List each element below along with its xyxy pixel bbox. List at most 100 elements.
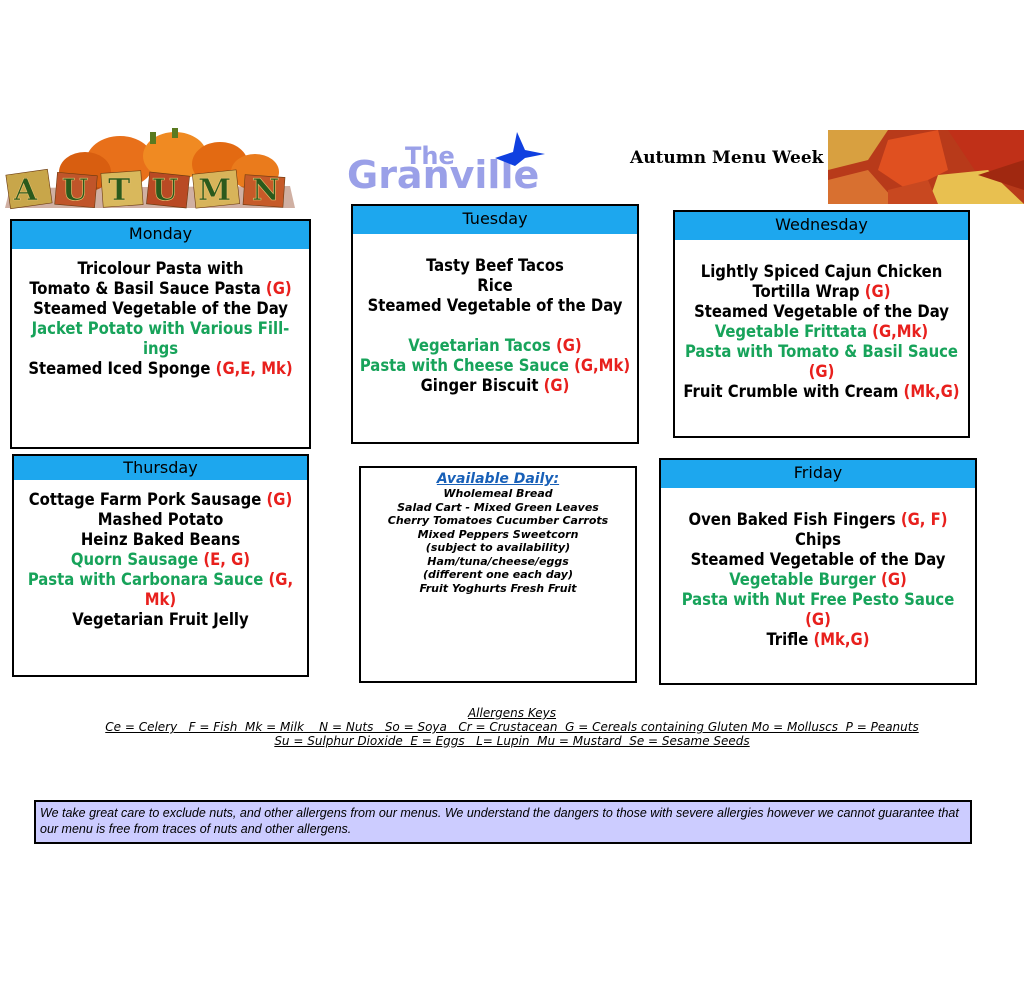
menu-item: Steamed Iced Sponge (G,E, Mk) — [18, 359, 303, 379]
allergens-title: Allergens Keys — [467, 706, 557, 720]
allergens-line-2: Su = Sulphur Dioxide E = Eggs L= Lupin M… — [274, 734, 750, 748]
menu-item: Tasty Beef Tacos — [359, 256, 631, 276]
menu-item: ings — [18, 339, 303, 359]
friday-menu: Oven Baked Fish Fingers (G, F) Chips Steam… — [661, 488, 975, 650]
menu-item-text: Steamed Iced Sponge — [28, 359, 211, 378]
tuesday-card: Tuesday Tasty Beef Tacos Rice Steamed Vege… — [351, 204, 639, 444]
menu-item: Fruit Crumble with Cream (Mk,G) — [681, 382, 962, 402]
allergen-code: (G) — [543, 376, 570, 395]
menu-item: Lightly Spiced Cajun Chicken — [681, 262, 962, 282]
allergen-code: Mk) — [144, 590, 177, 609]
svg-text:T: T — [108, 173, 131, 208]
menu-item: Cottage Farm Pork Sausage (G) — [20, 490, 301, 510]
menu-item-text: Pasta with Tomato & Basil Sauce — [684, 342, 959, 361]
menu-item-text: Trifle — [766, 630, 809, 649]
daily-item: Cherry Tomatoes Cucumber Carrots — [387, 514, 609, 527]
autumn-leaves-image — [828, 130, 1024, 204]
allergen-code: (G) — [265, 279, 292, 298]
menu-title: Autumn Menu Week 2 — [630, 148, 842, 168]
menu-item: Heinz Baked Beans — [20, 530, 301, 550]
svg-text:The: The — [405, 142, 455, 170]
menu-item: Vegetable Burger (G) — [667, 570, 969, 590]
svg-text:N: N — [252, 173, 279, 208]
monday-card: Monday Tricolour Pasta with Tomato & Basi… — [10, 219, 311, 449]
menu-item-text: Vegetarian Fruit Jelly — [72, 610, 249, 629]
menu-item-text: Steamed Vegetable of the Day — [690, 550, 946, 569]
menu-item: Vegetarian Tacos (G) — [359, 336, 631, 356]
menu-item-text: Steamed Vegetable of the Day — [367, 296, 623, 315]
allergen-code: (G) — [864, 282, 891, 301]
menu-item-text: Jacket Potato with Various Fill- — [31, 319, 290, 338]
thursday-header: Thursday — [14, 456, 307, 480]
menu-item: Pasta with Nut Free Pesto Sauce — [667, 590, 969, 610]
menu-item-text: Vegetable Frittata — [714, 322, 867, 341]
tuesday-menu: Tasty Beef Tacos Rice Steamed Vegetable of… — [353, 234, 637, 396]
friday-header: Friday — [661, 460, 975, 488]
menu-item: Steamed Vegetable of the Day — [681, 302, 962, 322]
allergens-line-1: Ce = Celery F = Fish Mk = Milk N = Nuts … — [105, 720, 919, 734]
menu-item-text: Tricolour Pasta with — [77, 259, 244, 278]
menu-item-text: Heinz Baked Beans — [80, 530, 241, 549]
menu-item-text: Mashed Potato — [97, 510, 224, 529]
wednesday-card: Wednesday Lightly Spiced Cajun Chicken To… — [673, 210, 970, 438]
menu-item: Rice — [359, 276, 631, 296]
menu-item-text: Lightly Spiced Cajun Chicken — [700, 262, 943, 281]
menu-item-text: Tortilla Wrap — [752, 282, 860, 301]
menu-item-text: Oven Baked Fish Fingers — [688, 510, 896, 529]
menu-item: Steamed Vegetable of the Day — [18, 299, 303, 319]
menu-item: (G) — [667, 610, 969, 630]
menu-item: Tricolour Pasta with — [18, 259, 303, 279]
menu-item: Pasta with Cheese Sauce (G,Mk) — [359, 356, 631, 376]
menu-item: Pasta with Tomato & Basil Sauce — [681, 342, 962, 362]
allergen-code: (G,Mk) — [574, 356, 631, 375]
menu-item-text: Fruit Crumble with Cream — [683, 382, 899, 401]
allergy-disclaimer: We take great care to exclude nuts, and … — [34, 800, 972, 844]
daily-item: (subject to availability) — [425, 541, 571, 554]
available-daily-title: Available Daily: — [436, 471, 560, 487]
menu-item: Tomato & Basil Sauce Pasta (G) — [18, 279, 303, 299]
allergen-code: (G,E, Mk) — [215, 359, 293, 378]
menu-item-text: Vegetable Burger — [729, 570, 876, 589]
menu-item: (G) — [681, 362, 962, 382]
menu-item: Mashed Potato — [20, 510, 301, 530]
menu-item: Trifle (Mk,G) — [667, 630, 969, 650]
menu-item-text: Quorn Sausage — [70, 550, 199, 569]
daily-item: Ham/tuna/cheese/eggs — [427, 554, 569, 568]
menu-item: Vegetable Frittata (G,Mk) — [681, 322, 962, 342]
daily-item: Fruit Yoghurts Fresh Fruit — [419, 581, 577, 595]
menu-item — [359, 316, 631, 336]
allergen-code: (G, — [268, 570, 294, 589]
menu-item: Oven Baked Fish Fingers (G, F) — [667, 510, 969, 530]
menu-item: Chips — [667, 530, 969, 550]
svg-text:U: U — [152, 173, 178, 208]
menu-item: Jacket Potato with Various Fill- — [18, 319, 303, 339]
menu-item: Steamed Vegetable of the Day — [359, 296, 631, 316]
menu-item: Mk) — [20, 590, 301, 610]
menu-item-text: Tasty Beef Tacos — [426, 256, 564, 275]
allergen-code: (G) — [881, 570, 907, 589]
allergen-code: (Mk,G) — [813, 630, 870, 649]
daily-item: (different one each day) — [423, 568, 573, 581]
daily-item: Salad Cart - Mixed Green Leaves — [397, 500, 599, 514]
granville-logo: The Granville — [347, 132, 545, 192]
friday-card: Friday Oven Baked Fish Fingers (G, F) Chi… — [659, 458, 977, 685]
menu-item: Vegetarian Fruit Jelly — [20, 610, 301, 630]
monday-menu: Tricolour Pasta with Tomato & Basil Sauce… — [12, 249, 309, 379]
bird-icon — [495, 132, 545, 166]
svg-text:U: U — [62, 173, 88, 208]
thursday-menu: Cottage Farm Pork Sausage (G) Mashed Pota… — [14, 480, 307, 630]
svg-text:A: A — [13, 173, 38, 208]
menu-item-text: Pasta with Carbonara Sauce — [27, 570, 264, 589]
allergen-code: (Mk,G) — [903, 382, 960, 401]
menu-item-text: Ginger Biscuit — [420, 376, 539, 395]
available-daily-list: Wholemeal Bread Salad Cart - Mixed Green … — [361, 487, 635, 595]
menu-item-text: Cottage Farm Pork Sausage — [28, 490, 262, 509]
thursday-card: Thursday Cottage Farm Pork Sausage (G) Ma… — [12, 454, 309, 677]
allergen-code: (G, F) — [900, 510, 948, 529]
menu-item: Ginger Biscuit (G) — [359, 376, 631, 396]
allergen-code: (E, G) — [203, 550, 251, 569]
allergens-key: Allergens Keys Ce = Celery F = Fish Mk =… — [0, 706, 1024, 748]
tuesday-header: Tuesday — [353, 206, 637, 234]
monday-header: Monday — [12, 221, 309, 249]
wednesday-header: Wednesday — [675, 212, 968, 240]
